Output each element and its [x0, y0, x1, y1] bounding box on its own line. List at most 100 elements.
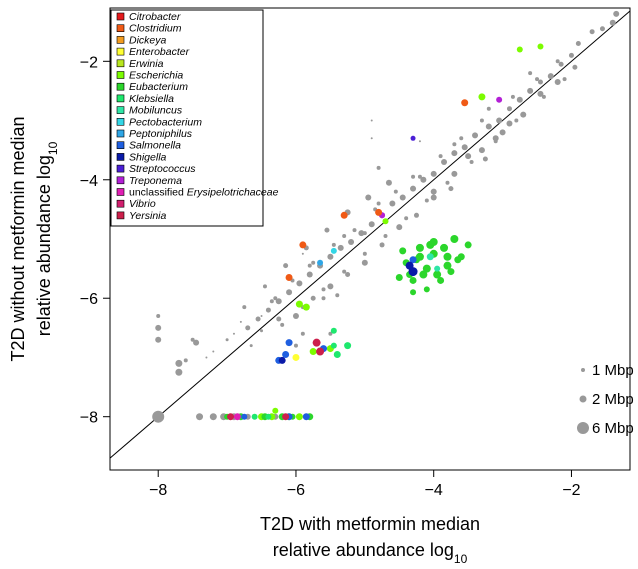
- colored-point: [285, 339, 293, 347]
- colored-point: [405, 261, 414, 270]
- gray-point: [365, 194, 372, 201]
- diagonal-line: [109, 10, 631, 459]
- colored-point: [302, 413, 310, 421]
- gray-point: [393, 189, 398, 194]
- gray-point: [361, 259, 368, 266]
- gray-point: [292, 313, 299, 319]
- legend-swatch: [116, 71, 125, 79]
- gray-point: [379, 242, 385, 248]
- gray-point: [327, 283, 334, 290]
- gray-point: [472, 132, 479, 139]
- gray-point: [399, 194, 406, 201]
- gray-point: [345, 272, 351, 278]
- colored-point: [450, 235, 458, 243]
- colored-point: [333, 351, 341, 358]
- gray-point: [385, 179, 392, 186]
- colored-point: [410, 289, 417, 296]
- legend-label: Escherichia: [129, 70, 183, 82]
- gray-point: [589, 29, 595, 35]
- x-tick-label: −2: [562, 482, 580, 499]
- gray-point: [152, 410, 165, 423]
- gray-point: [527, 87, 534, 94]
- colored-point: [340, 211, 348, 219]
- gray-point: [175, 368, 183, 376]
- gray-point: [445, 180, 450, 185]
- gray-point: [175, 359, 183, 367]
- legend-label: Dickeya: [129, 34, 167, 46]
- gray-point: [273, 296, 278, 301]
- size-legend-label: 6 Mbp: [592, 420, 634, 437]
- legend-swatch: [116, 12, 125, 21]
- gray-point: [459, 136, 464, 141]
- legend-label: Pectobacterium: [129, 116, 202, 128]
- colored-point: [382, 218, 389, 225]
- colored-point: [537, 43, 544, 50]
- gray-point: [269, 299, 274, 304]
- colored-point: [429, 237, 438, 246]
- colored-point: [302, 303, 310, 311]
- colored-point: [409, 276, 417, 284]
- gray-point: [568, 52, 574, 58]
- colored-point: [461, 99, 469, 107]
- colored-point: [395, 274, 403, 281]
- gray-point: [335, 293, 340, 298]
- legend-swatch: [116, 176, 125, 185]
- colored-points-layer: [224, 43, 544, 421]
- colored-point: [312, 338, 321, 347]
- legend-swatch: [116, 59, 125, 68]
- legend-swatch: [116, 82, 125, 91]
- gray-point: [255, 316, 261, 322]
- gray-point: [275, 298, 282, 305]
- gray-point: [599, 26, 605, 32]
- gray-point: [506, 106, 512, 112]
- x-axis-title-line1: T2D with metformin median: [260, 514, 480, 534]
- gray-point: [410, 185, 417, 192]
- gray-point: [196, 413, 204, 421]
- legend-label: Eubacterium: [129, 81, 188, 93]
- legend-label: Enterobacter: [129, 46, 190, 58]
- gray-point: [430, 194, 437, 201]
- gray-point: [486, 106, 491, 111]
- colored-point: [516, 46, 523, 53]
- x-axis-ticks: −8 −6 −4 −2: [149, 470, 581, 499]
- legend-label: Shigella: [129, 151, 167, 163]
- gray-point: [301, 252, 304, 255]
- legend-swatch: [116, 24, 125, 33]
- legend-swatch: [116, 141, 125, 149]
- gray-point: [155, 336, 162, 343]
- gray-point: [242, 305, 247, 310]
- colored-point: [437, 276, 445, 284]
- gray-point: [209, 413, 217, 421]
- gray-point: [496, 117, 503, 124]
- colored-point: [233, 413, 241, 421]
- gray-point: [482, 156, 488, 162]
- legend-swatch: [116, 153, 125, 161]
- colored-point: [317, 259, 324, 266]
- gray-point: [469, 160, 474, 164]
- colored-point: [295, 413, 303, 421]
- y-tick-label: −8: [80, 410, 98, 427]
- colored-point: [440, 243, 449, 252]
- legend-label: Treponema: [129, 175, 182, 187]
- legend-swatch: [116, 36, 125, 44]
- gray-point: [370, 137, 373, 140]
- size-legend-label: 1 Mbp: [592, 362, 634, 379]
- gray-point: [239, 320, 242, 323]
- colored-point: [251, 413, 258, 420]
- size-legend: 1 Mbp 2 Mbp 6 Mbp: [577, 362, 634, 437]
- gray-point: [212, 350, 215, 353]
- gray-point: [537, 79, 543, 85]
- gray-point: [537, 90, 544, 97]
- gray-point: [156, 314, 161, 318]
- x-axis-title-line2: relative abundance log10: [273, 540, 468, 566]
- gray-point: [245, 325, 251, 331]
- gray-point: [479, 118, 484, 123]
- legend-swatch: [116, 118, 125, 126]
- colored-point: [478, 93, 486, 101]
- legend-label: Yersinia: [129, 210, 167, 222]
- gray-point: [441, 159, 448, 165]
- colored-point: [443, 252, 452, 261]
- y-axis-ticks: −8 −6 −4 −2: [80, 54, 110, 427]
- gray-point: [205, 356, 208, 359]
- gray-point: [424, 198, 429, 203]
